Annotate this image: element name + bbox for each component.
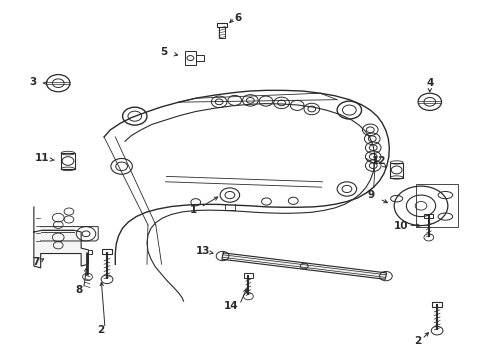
Bar [83, 250, 92, 254]
Text: 11: 11 [35, 153, 49, 163]
Bar [195, 55, 203, 61]
Bar [415, 184, 457, 227]
Bar [184, 51, 195, 65]
Bar [431, 302, 441, 307]
Text: 2: 2 [97, 325, 104, 335]
Text: 3: 3 [30, 77, 37, 87]
Polygon shape [34, 207, 88, 268]
Bar [424, 214, 432, 218]
Polygon shape [222, 253, 386, 279]
Bar [244, 273, 252, 278]
Text: 6: 6 [234, 13, 242, 23]
Text: 14: 14 [224, 301, 238, 311]
Text: 4: 4 [425, 78, 432, 88]
Text: 2: 2 [413, 336, 420, 346]
Text: 9: 9 [367, 190, 374, 200]
Bar [218, 27, 225, 38]
Bar [61, 153, 75, 169]
Text: 13: 13 [195, 246, 210, 256]
Bar [389, 163, 402, 178]
Text: 7: 7 [32, 257, 40, 267]
Bar [102, 249, 112, 254]
Bar [217, 23, 226, 27]
Text: 1: 1 [189, 206, 197, 216]
Text: 10: 10 [392, 221, 407, 231]
Text: 5: 5 [160, 46, 167, 57]
Text: 8: 8 [75, 285, 82, 296]
Text: 12: 12 [370, 156, 385, 166]
